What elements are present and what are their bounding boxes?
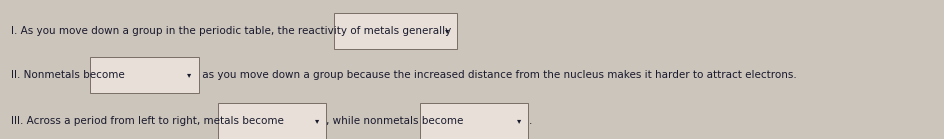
Text: ▾: ▾	[187, 71, 192, 80]
FancyBboxPatch shape	[420, 103, 529, 139]
FancyBboxPatch shape	[217, 103, 326, 139]
Text: ▾: ▾	[314, 116, 319, 125]
Text: ▾: ▾	[517, 116, 521, 125]
Text: .: .	[529, 116, 531, 126]
Text: as you move down a group because the increased distance from the nucleus makes i: as you move down a group because the inc…	[198, 70, 797, 80]
Text: I. As you move down a group in the periodic table, the reactivity of metals gene: I. As you move down a group in the perio…	[11, 26, 455, 36]
Text: ▾: ▾	[445, 26, 449, 35]
Text: II. Nonmetals become: II. Nonmetals become	[11, 70, 128, 80]
FancyBboxPatch shape	[334, 13, 457, 49]
Text: , while nonmetals become: , while nonmetals become	[326, 116, 466, 126]
FancyBboxPatch shape	[90, 57, 198, 93]
Text: III. Across a period from left to right, metals become: III. Across a period from left to right,…	[11, 116, 288, 126]
